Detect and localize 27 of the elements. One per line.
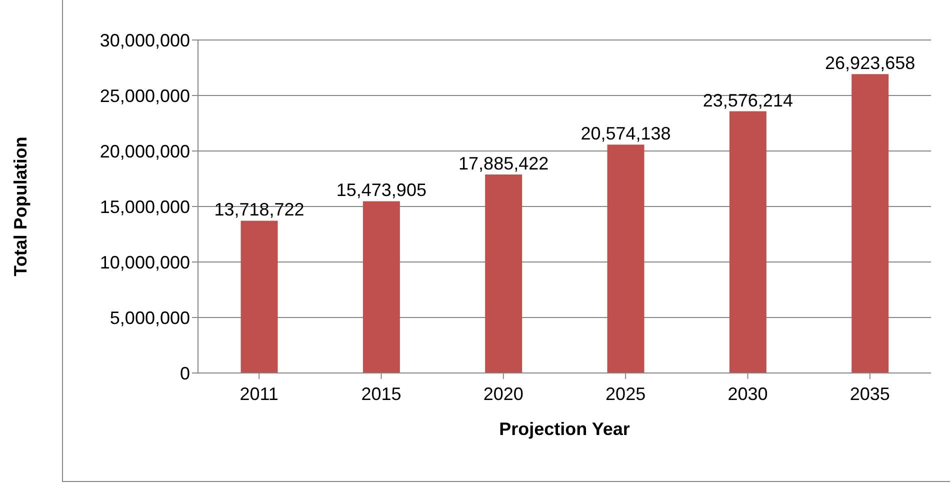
bar: [240, 220, 278, 373]
y-tick-label: 5,000,000: [110, 308, 190, 328]
x-tick-label: 2020: [483, 384, 524, 404]
bar: [729, 111, 766, 373]
x-tick-label: 2011: [240, 384, 278, 404]
y-tick-label: 25,000,000: [100, 86, 190, 106]
data-label: 26,923,658: [825, 53, 916, 74]
data-label: 17,885,422: [458, 153, 549, 174]
data-label: 23,576,214: [702, 90, 793, 110]
y-tick-label: 0: [180, 363, 190, 384]
bar: [607, 144, 644, 373]
bar: [362, 201, 400, 373]
data-label: 20,574,138: [580, 124, 671, 144]
x-axis-title: Projection Year: [499, 419, 630, 439]
y-tick-label: 10,000,000: [100, 252, 190, 272]
y-axis-title: Total Population: [10, 136, 30, 276]
data-label: 15,473,905: [336, 180, 426, 200]
x-tick-label: 2015: [361, 384, 402, 404]
y-tick-label: 15,000,000: [100, 196, 190, 217]
y-tick-label: 20,000,000: [100, 141, 190, 162]
bar: [852, 74, 889, 373]
x-tick-label: 2025: [606, 384, 646, 404]
y-tick-label: 30,000,000: [100, 30, 190, 50]
bar: [485, 174, 522, 373]
data-label: 13,718,722: [214, 200, 304, 220]
x-tick-label: 2030: [728, 384, 768, 404]
x-tick-label: 2035: [850, 384, 890, 404]
